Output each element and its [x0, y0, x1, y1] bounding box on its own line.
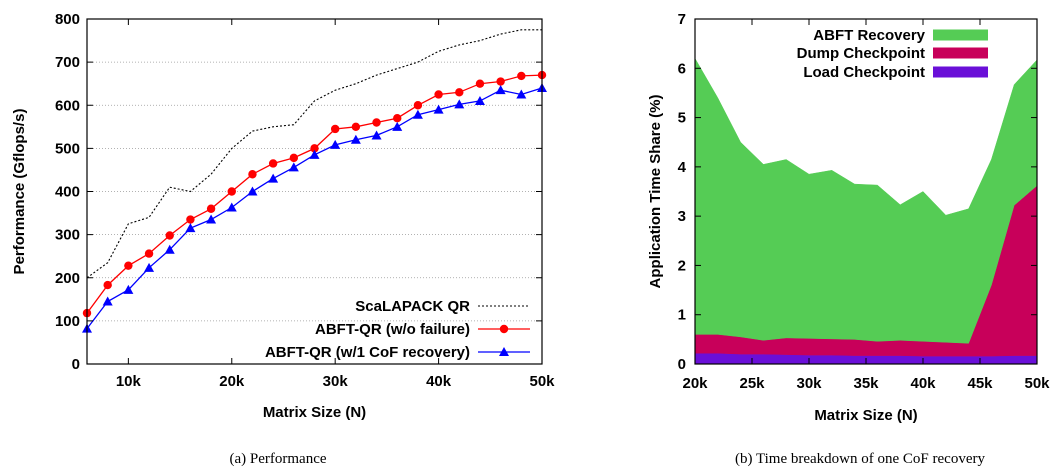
- y-tick-label: 300: [55, 227, 80, 244]
- y-axis-label: Performance (Gflops/s): [11, 109, 28, 275]
- data-point-1: [166, 231, 174, 239]
- data-point-2: [310, 150, 320, 159]
- x-tick-label: 35k: [853, 375, 879, 392]
- data-point-1: [414, 101, 422, 109]
- data-point-1: [476, 79, 484, 87]
- data-point-1: [496, 77, 504, 85]
- data-point-1: [145, 249, 153, 257]
- legend-swatch: [933, 48, 988, 59]
- data-point-1: [269, 159, 277, 167]
- data-point-2: [247, 187, 257, 196]
- y-axis-label: Application Time Share (%): [647, 95, 664, 289]
- data-point-1: [103, 281, 111, 289]
- y-tick-label: 100: [55, 313, 80, 330]
- legend-label: ScaLAPACK QR: [355, 298, 470, 315]
- caption-b: (b) Time breakdown of one CoF recovery: [735, 451, 985, 467]
- data-point-2: [268, 174, 278, 183]
- x-tick-label: 25k: [739, 375, 765, 392]
- y-tick-label: 400: [55, 184, 80, 201]
- x-tick-label: 50k: [1024, 375, 1050, 392]
- data-point-1: [517, 72, 525, 80]
- data-point-1: [393, 114, 401, 122]
- data-point-1: [124, 261, 132, 269]
- legend-label: ABFT-QR (w/1 CoF recovery): [265, 344, 470, 361]
- data-point-1: [228, 187, 236, 195]
- data-point-2: [372, 130, 382, 139]
- data-point-1: [207, 205, 215, 213]
- x-tick-label: 10k: [116, 373, 142, 390]
- x-tick-label: 50k: [529, 373, 555, 390]
- x-axis-label: Matrix Size (N): [814, 407, 917, 424]
- legend-swatch: [933, 30, 988, 41]
- y-tick-label: 6: [678, 60, 686, 77]
- y-tick-label: 800: [55, 11, 80, 28]
- y-tick-label: 700: [55, 54, 80, 71]
- y-tick-label: 500: [55, 140, 80, 157]
- x-tick-label: 20k: [682, 375, 708, 392]
- series-line-2: [87, 88, 542, 329]
- x-tick-label: 40k: [426, 373, 452, 390]
- legend-label: ABFT Recovery: [813, 27, 925, 44]
- data-point-1: [331, 125, 339, 133]
- data-point-1: [372, 118, 380, 126]
- data-point-1: [248, 170, 256, 178]
- data-point-2: [289, 162, 299, 171]
- x-tick-label: 45k: [967, 375, 993, 392]
- data-point-1: [290, 154, 298, 162]
- y-tick-label: 2: [678, 257, 686, 274]
- x-tick-label: 20k: [219, 373, 245, 390]
- series-line-1: [87, 75, 542, 313]
- data-point-2: [475, 96, 485, 105]
- x-tick-label: 30k: [323, 373, 349, 390]
- y-tick-label: 1: [678, 307, 686, 324]
- data-point-2: [392, 122, 402, 131]
- data-point-2: [227, 202, 237, 211]
- performance-chart: 0 100 200 300 400 500 600 700 800 10k 20k 30k 40k 50k…: [11, 11, 555, 421]
- data-point-2: [206, 215, 216, 224]
- data-point-1: [434, 90, 442, 98]
- legend-label: Load Checkpoint: [803, 64, 925, 81]
- legend-marker: [500, 325, 508, 333]
- x-axis-label: Matrix Size (N): [263, 404, 366, 421]
- data-point-1: [455, 88, 463, 96]
- legend-label: ABFT-QR (w/o failure): [315, 321, 470, 338]
- legend-label: Dump Checkpoint: [797, 45, 925, 62]
- plot-frame: [87, 19, 542, 364]
- data-point-2: [185, 223, 195, 232]
- data-point-2: [103, 296, 113, 305]
- y-tick-label: 0: [72, 356, 80, 373]
- y-tick-label: 600: [55, 97, 80, 114]
- x-tick-label: 40k: [910, 375, 936, 392]
- y-tick-label: 7: [678, 11, 686, 28]
- y-tick-label: 4: [678, 159, 687, 176]
- data-point-2: [496, 85, 506, 94]
- y-tick-label: 3: [678, 208, 686, 225]
- y-tick-label: 5: [678, 110, 686, 127]
- data-point-1: [352, 123, 360, 131]
- x-tick-label: 30k: [796, 375, 822, 392]
- time-breakdown-chart: 0 1 2 3 4 5 6 7 20k 25k 30k 35k 40k 45k 50k Matrix Size…: [647, 11, 1050, 424]
- legend-swatch: [933, 67, 988, 78]
- caption-a: (a) Performance: [229, 451, 326, 467]
- y-tick-label: 0: [678, 356, 686, 373]
- data-point-1: [186, 215, 194, 223]
- y-tick-label: 200: [55, 270, 80, 287]
